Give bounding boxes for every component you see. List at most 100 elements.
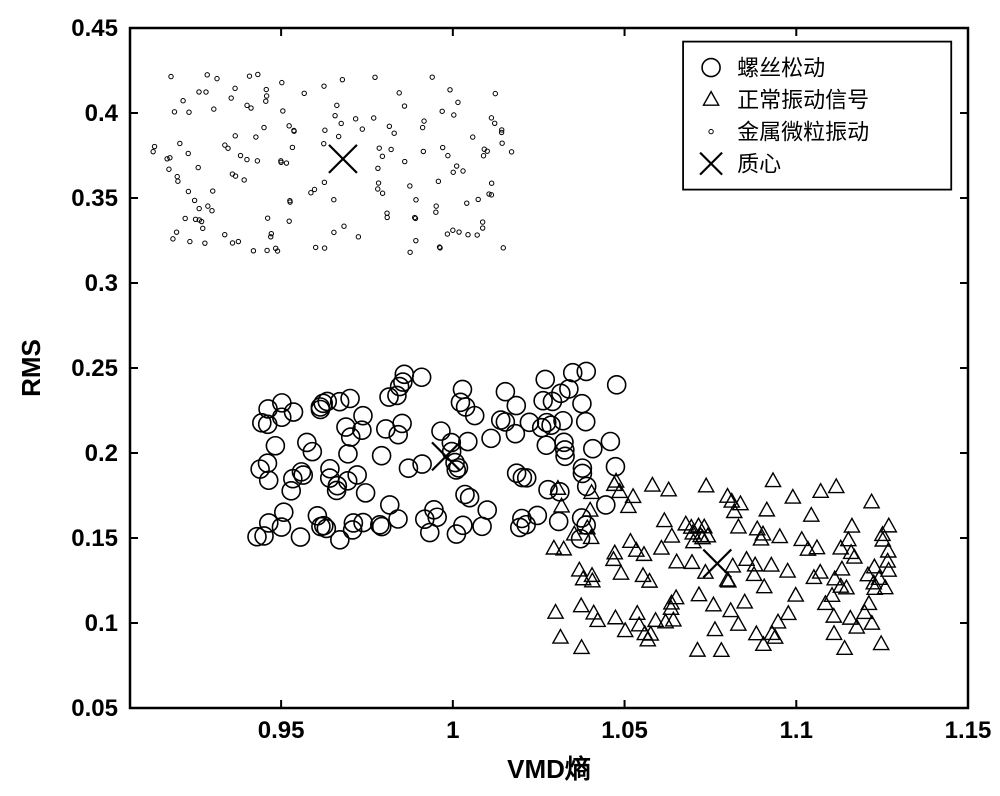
marker-dot <box>281 109 285 113</box>
marker-dot <box>434 210 438 214</box>
marker-dot <box>332 230 336 234</box>
legend-label: 金属微粒振动 <box>737 120 869 145</box>
marker-circle <box>451 393 469 411</box>
marker-triangle <box>826 609 841 623</box>
marker-circle <box>478 501 496 519</box>
marker-dot <box>457 230 461 234</box>
marker-circle <box>584 440 602 458</box>
marker-circle <box>381 496 399 514</box>
marker-triangle <box>574 640 589 654</box>
marker-circle <box>331 393 349 411</box>
marker-dot <box>500 141 504 145</box>
marker-dot <box>313 245 317 249</box>
series-质心 <box>329 145 731 578</box>
marker-circle <box>260 514 278 532</box>
marker-dot <box>456 100 460 104</box>
marker-dot <box>440 109 444 113</box>
marker-triangle <box>765 473 780 487</box>
marker-circle <box>357 484 375 502</box>
marker-dot <box>335 103 339 107</box>
marker-dot <box>167 167 171 171</box>
marker-dot <box>236 239 240 243</box>
marker-dot <box>436 179 440 183</box>
marker-triangle <box>731 617 746 631</box>
marker-dot <box>492 121 496 125</box>
marker-dot <box>322 180 326 184</box>
marker-circle <box>601 432 619 450</box>
y-axis-label: RMS <box>16 339 46 397</box>
marker-dot <box>255 159 259 163</box>
marker-dot <box>176 179 180 183</box>
marker-dot <box>377 146 381 150</box>
marker-dot <box>171 237 175 241</box>
marker-dot <box>192 198 196 202</box>
marker-circle <box>539 481 557 499</box>
x-tick-label: 1.1 <box>780 717 813 744</box>
marker-dot <box>211 189 215 193</box>
marker-dot <box>186 151 190 155</box>
marker-dot <box>402 104 406 108</box>
marker-circle <box>461 489 479 507</box>
marker-circle <box>513 469 531 487</box>
marker-triangle <box>590 613 605 627</box>
marker-triangle <box>780 563 795 577</box>
marker-circle <box>536 370 554 388</box>
marker-triangle <box>813 484 828 498</box>
marker-circle <box>413 368 431 386</box>
marker-triangle <box>781 606 796 620</box>
marker-dot <box>168 156 172 160</box>
marker-circle <box>506 425 524 443</box>
marker-circle <box>608 376 626 394</box>
marker-dot <box>322 84 326 88</box>
scatter-chart: 0.9511.051.11.150.050.10.150.20.250.30.3… <box>0 0 1000 796</box>
marker-dot <box>175 174 179 178</box>
marker-circle <box>453 380 471 398</box>
marker-dot <box>172 110 176 114</box>
marker-circle <box>341 390 359 408</box>
marker-dot <box>509 150 513 154</box>
marker-triangle <box>699 478 714 492</box>
marker-dot <box>480 226 484 230</box>
marker-dot <box>376 187 380 191</box>
marker-dot <box>421 149 425 153</box>
marker-dot <box>466 233 470 237</box>
series-金属微粒振动 <box>151 72 514 254</box>
marker-circle <box>339 445 357 463</box>
marker-triangle <box>630 606 645 620</box>
marker-dot <box>203 241 207 245</box>
legend-label: 质心 <box>737 152 781 177</box>
marker-dot <box>152 144 156 148</box>
marker-dot <box>385 215 389 219</box>
marker-circle <box>508 464 526 482</box>
marker-dot <box>408 250 412 254</box>
marker-circle <box>459 433 477 451</box>
marker-triangle <box>553 630 568 644</box>
marker-dot <box>230 241 234 245</box>
marker-dot <box>178 141 182 145</box>
marker-dot <box>461 169 465 173</box>
marker-dot <box>226 146 230 150</box>
marker-dot <box>339 121 343 125</box>
marker-circle <box>564 364 582 382</box>
marker-dot <box>165 157 169 161</box>
marker-dot <box>385 211 389 215</box>
marker-dot <box>210 208 214 212</box>
marker-triangle <box>857 605 872 619</box>
marker-dot <box>380 154 384 158</box>
marker-triangle <box>772 529 787 543</box>
marker-dot <box>392 131 396 135</box>
marker-dot <box>284 161 288 165</box>
marker-dot <box>264 99 268 103</box>
marker-dot <box>287 219 291 223</box>
marker-triangle <box>546 540 561 554</box>
marker-dot <box>465 201 469 205</box>
y-tick-label: 0.05 <box>71 695 118 722</box>
marker-triangle <box>804 508 819 522</box>
marker-circle <box>432 422 450 440</box>
y-tick-label: 0.1 <box>85 610 118 637</box>
marker-dot <box>356 235 360 239</box>
marker-triangle <box>661 482 676 496</box>
marker-triangle <box>690 643 705 657</box>
marker-dot <box>205 73 209 77</box>
marker-circle <box>482 429 500 447</box>
